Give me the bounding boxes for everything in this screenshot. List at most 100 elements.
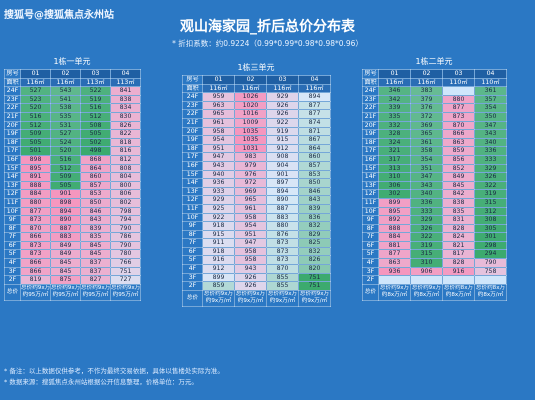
floor-row: 15F 895 512 864 808 (4, 163, 141, 174)
price-cell: 911 (202, 238, 235, 248)
floor-row: 4F 863 310 828 790 (362, 258, 507, 268)
price-cell: 943 (234, 264, 267, 274)
floor-row: 5F 916 958 873 826 (182, 255, 331, 266)
price-cell: 894 (298, 92, 331, 102)
floor-row: 2F (362, 275, 507, 285)
price-cell: 527 (50, 129, 81, 139)
price-cell: 915 (266, 135, 299, 145)
room-header-label: 房号 (4, 69, 21, 79)
price-cell: 918 (202, 221, 235, 231)
price-cell: 333 (410, 206, 443, 217)
price-cell: 958 (234, 255, 267, 266)
floor-label: 2F (4, 275, 21, 285)
floor-row: 19F 328 365 866 343 (362, 129, 507, 139)
room-area: 113㎡ (110, 77, 141, 88)
floor-row: 21F 335 372 873 350 (362, 111, 507, 122)
floor-row: 13F 306 343 845 322 (362, 180, 507, 191)
price-cell: 859 (442, 146, 475, 156)
price-cell: 313 (378, 163, 411, 174)
price-cell: 839 (80, 223, 111, 234)
price-cell: 838 (442, 197, 475, 208)
footer-summary: 总价约9x万 约9x万/㎡ (234, 289, 267, 308)
floor-label: 13F (4, 180, 21, 191)
floor-row: 7F 884 322 824 301 (362, 232, 507, 242)
price-cell: 877 (378, 249, 411, 260)
floor-label: 9F (182, 221, 203, 231)
price-cell: 933 (202, 186, 235, 197)
price-cell: 342 (378, 94, 411, 105)
room-header-label: 房号 (182, 75, 203, 85)
floor-row: 5F 873 849 845 780 (4, 249, 141, 260)
price-cell: 505 (80, 129, 111, 139)
floor-label: 20F (182, 126, 203, 137)
floor-row: 5F 877 315 817 294 (362, 249, 507, 260)
floor-label: 10F (362, 206, 379, 217)
floor-row: 4F 912 943 870 820 (182, 264, 331, 274)
price-cell: 901 (50, 189, 81, 199)
floor-label: 17F (362, 146, 379, 156)
price-cell: 351 (410, 163, 443, 174)
price-cell: 845 (442, 180, 475, 191)
price-cell: 926 (266, 100, 299, 111)
price-cell: 820 (298, 264, 331, 274)
price-cell: 324 (378, 137, 411, 148)
price-cell: 832 (298, 221, 331, 231)
price-cell: 940 (202, 169, 235, 180)
price-cell (442, 86, 475, 96)
floor-row: 6F 918 958 873 832 (182, 246, 331, 257)
price-cell: 877 (298, 100, 331, 111)
floor-row: 16F 898 516 868 812 (4, 154, 141, 165)
price-cell: 916 (202, 255, 235, 266)
price-cell: 831 (442, 215, 475, 225)
price-cell: 315 (474, 197, 507, 208)
price-cell: 1016 (234, 109, 267, 119)
floor-row: 10F 895 333 835 312 (362, 206, 507, 217)
price-cell: 817 (442, 249, 475, 260)
price-cell: 901 (266, 169, 299, 180)
floor-row: 12F 884 901 853 806 (4, 189, 141, 199)
price-cell: 947 (202, 152, 235, 162)
price-cell: 302 (378, 189, 411, 199)
price-cell: 845 (80, 240, 111, 251)
price-cell: 335 (378, 111, 411, 122)
price-cell: 802 (110, 197, 141, 208)
floor-label: 7F (362, 232, 379, 242)
price-cell: 369 (410, 120, 443, 131)
price-cell: 892 (378, 215, 411, 225)
floor-row: 9F 918 954 880 832 (182, 221, 331, 231)
price-cell: 936 (202, 178, 235, 188)
price-cell: 350 (474, 111, 507, 122)
price-cell: 855 (266, 272, 299, 283)
floor-label: 15F (362, 163, 379, 174)
price-cell: 790 (110, 223, 141, 234)
floor-row: 22F 965 1016 926 877 (182, 109, 331, 119)
price-cell: 780 (110, 249, 141, 260)
floor-row: 16F 317 354 856 333 (362, 154, 507, 165)
price-cell: 343 (410, 180, 443, 191)
floor-label: 4F (362, 258, 379, 268)
price-cell: 508 (80, 120, 111, 131)
footer-summary: 总价约9x万 约9x万/㎡ (298, 289, 331, 308)
price-cell: 877 (20, 206, 51, 217)
floor-label: 21F (362, 111, 379, 122)
price-cell: 310 (378, 172, 411, 182)
floor-label: 11F (4, 197, 21, 208)
price-cell: 825 (298, 238, 331, 248)
floor-label: 6F (362, 240, 379, 251)
price-cell: 727 (110, 275, 141, 285)
floor-row: 18F 324 361 863 340 (362, 137, 507, 148)
floor-row: 3F 899 926 855 751 (182, 272, 331, 283)
room-number: 03 (80, 69, 111, 79)
floor-label: 7F (4, 232, 21, 242)
price-cell: 822 (110, 129, 141, 139)
price-cell: 873 (20, 249, 51, 260)
floor-row: 15F 313 351 852 329 (362, 163, 507, 174)
price-cell: 929 (202, 195, 235, 205)
floor-label: 20F (4, 120, 21, 131)
floor-label: 8F (362, 223, 379, 234)
price-cell: 376 (410, 103, 443, 113)
price-cell: 358 (410, 146, 443, 156)
price-cell: 976 (234, 169, 267, 180)
floor-row: 19F 509 527 505 822 (4, 129, 141, 139)
